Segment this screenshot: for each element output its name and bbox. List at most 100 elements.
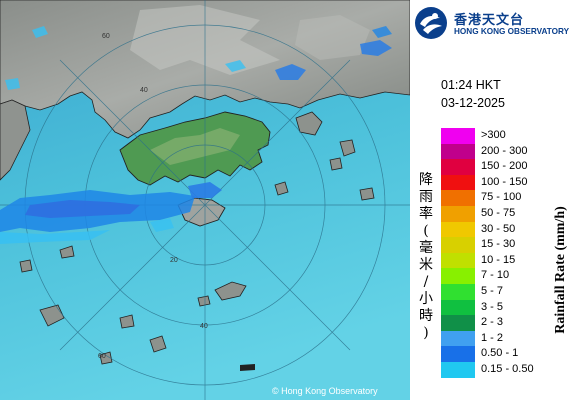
rain-cell xyxy=(32,26,48,38)
legend-swatch xyxy=(441,237,475,253)
radar-map[interactable]: 60 40 20 60 40 © Hong Kong Observatory xyxy=(0,0,410,400)
legend-swatch xyxy=(441,221,475,238)
island xyxy=(19,259,33,273)
legend-title-zh-char: 時 xyxy=(419,308,433,324)
legend-label: 50 - 75 xyxy=(481,207,516,219)
legend-item: 150 - 200 xyxy=(441,159,577,175)
legend-title-zh-char: / xyxy=(423,274,429,290)
rain-band-light xyxy=(0,230,110,244)
observatory-name-en: HONG KONG OBSERVATORY xyxy=(454,27,570,36)
legend-swatch xyxy=(441,299,475,316)
mainland-texture xyxy=(295,15,370,60)
range-label: 40 xyxy=(200,323,208,330)
legend-swatch xyxy=(441,159,475,175)
legend-swatch xyxy=(441,190,475,206)
legend-item: 100 - 150 xyxy=(441,174,577,191)
legend-label: >300 xyxy=(481,129,506,141)
legend-label: 75 - 100 xyxy=(481,191,522,204)
island xyxy=(274,181,289,196)
legend-swatch xyxy=(441,252,475,269)
range-label: 60 xyxy=(98,353,106,360)
island xyxy=(329,157,343,171)
observation-date: 03-12-2025 xyxy=(441,96,505,110)
legend-item: 1 - 2 xyxy=(441,330,577,347)
range-labels: 60 40 20 60 40 xyxy=(98,33,208,360)
legend-swatch xyxy=(441,315,475,331)
legend-label: 2 - 3 xyxy=(481,316,504,329)
observatory-name-zh: 香港天文台 xyxy=(454,13,525,28)
legend-label: 5 - 7 xyxy=(481,285,504,297)
legend-title-zh-char: 米 xyxy=(419,257,433,273)
island xyxy=(59,245,75,259)
range-label: 60 xyxy=(102,33,110,40)
island xyxy=(214,281,247,301)
rain-cell xyxy=(188,182,222,198)
legend-swatch xyxy=(441,143,475,160)
legend-item: 200 - 300 xyxy=(441,143,577,160)
legend-title-zh-char: 毫 xyxy=(419,240,433,256)
legend-label: 15 - 30 xyxy=(481,238,516,251)
legend-swatch xyxy=(441,346,475,362)
rain-echoes xyxy=(0,26,392,244)
legend-label: 0.15 - 0.50 xyxy=(481,363,534,375)
copyright-text: © Hong Kong Observatory xyxy=(272,386,378,396)
legend-swatch xyxy=(441,362,475,378)
western-coast xyxy=(0,99,31,181)
rain-cell xyxy=(5,78,20,90)
rain-cell xyxy=(360,40,392,56)
observation-time: 01:24 HKT xyxy=(441,78,501,92)
hong-kong-highlands xyxy=(150,128,240,165)
rain-cell xyxy=(150,218,174,232)
legend-title-en: Rainfall Rate (mm/h) xyxy=(553,206,568,334)
observatory-logo[interactable]: 香港天文台 HONG KONG OBSERVATORY xyxy=(414,6,577,42)
island xyxy=(240,364,255,371)
range-label: 40 xyxy=(140,87,148,94)
legend-item: 10 - 15 xyxy=(441,252,577,269)
legend-item: 75 - 100 xyxy=(441,190,577,206)
island xyxy=(39,304,65,327)
info-panel: 香港天文台 HONG KONG OBSERVATORY 01:24 HKT 03… xyxy=(410,0,577,400)
legend-item: >300 xyxy=(441,128,577,144)
legend-item: 50 - 75 xyxy=(441,206,577,222)
legend-label: 10 - 15 xyxy=(481,253,516,266)
range-label: 20 xyxy=(170,257,178,264)
island xyxy=(99,351,113,365)
island xyxy=(339,139,356,157)
legend-item: 0.15 - 0.50 xyxy=(441,362,577,378)
legend-item: 30 - 50 xyxy=(441,221,577,238)
legend-swatch xyxy=(441,206,475,222)
legend-item: 3 - 5 xyxy=(441,299,577,316)
legend-title-zh-char: 小 xyxy=(419,291,433,307)
legend-title-zh-char: ) xyxy=(423,325,429,341)
rain-cell xyxy=(225,60,246,72)
legend-swatch xyxy=(441,128,475,144)
island xyxy=(295,111,323,136)
rain-band-core xyxy=(25,200,140,218)
legend-label: 100 - 150 xyxy=(481,175,528,188)
legend-label: 150 - 200 xyxy=(481,160,528,173)
legend-label: 30 - 50 xyxy=(481,222,516,235)
legend-title-zh: 降 雨 率 ( 毫 米 / 小 時 ) xyxy=(415,172,437,342)
legend-swatch xyxy=(441,174,475,191)
rain-cell xyxy=(275,64,306,80)
legend-label: 1 - 2 xyxy=(481,331,504,344)
rain-cell xyxy=(372,26,392,38)
legend-title-zh-char: 率 xyxy=(419,206,433,222)
legend-item: 5 - 7 xyxy=(441,284,577,300)
rainfall-legend: >300 200 - 300 150 - 200 100 - 150 75 - 100 5… xyxy=(441,128,577,378)
legend-item: 0.50 - 1 xyxy=(441,346,577,362)
legend-title-zh-char: 降 xyxy=(419,172,433,188)
legend-label: 7 - 10 xyxy=(481,269,510,282)
legend-label: 3 - 5 xyxy=(481,300,504,313)
legend-title-zh-char: 雨 xyxy=(419,189,433,205)
legend-item: 15 - 30 xyxy=(441,237,577,253)
legend-label: 0.50 - 1 xyxy=(481,347,519,360)
legend-swatch xyxy=(441,268,475,284)
legend-item: 2 - 3 xyxy=(441,315,577,331)
island xyxy=(197,295,211,307)
legend-title-zh-char: ( xyxy=(423,223,429,239)
legend-swatch xyxy=(441,284,475,300)
observatory-logo-icon xyxy=(415,7,447,39)
legend-swatch xyxy=(441,330,475,347)
island xyxy=(119,314,135,329)
